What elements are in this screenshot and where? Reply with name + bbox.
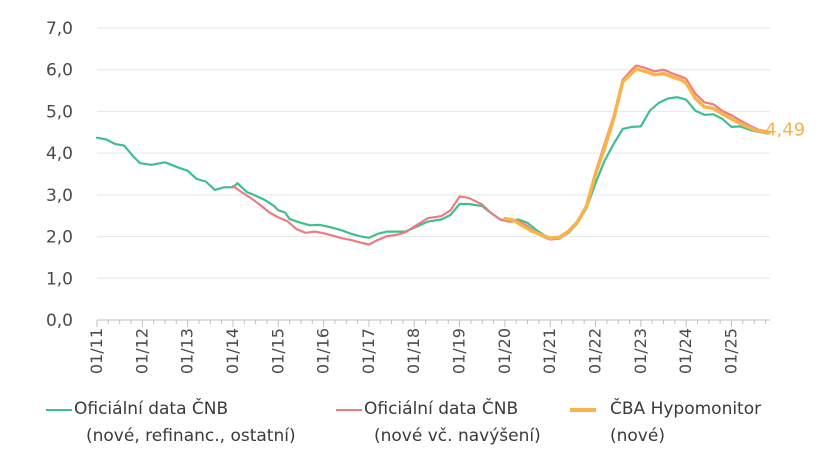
x-tick-label: 01/25 [721,328,740,374]
x-tick-label: 01/18 [404,328,423,374]
y-tick-label: 3,0 [46,186,73,206]
series-line-2 [231,64,769,246]
x-tick-label: 01/16 [314,328,333,374]
y-axis-tick-labels: 0,0 1,0 2,0 3,0 4,0 5,0 6,0 7,0 [46,19,73,331]
y-tick-label: 7,0 [46,19,73,39]
x-tick-label: 01/23 [631,328,650,374]
x-tick-label: 01/12 [132,328,151,374]
x-tick-label: 01/19 [450,328,469,374]
line-chart: 0,0 1,0 2,0 3,0 4,0 5,0 6,0 7,0 01/11 01/12 01/13… [46,19,805,374]
y-tick-label: 2,0 [46,228,73,248]
end-value-label: 4,49 [765,120,805,141]
series-lines [95,64,771,246]
series-line-3 [503,67,771,240]
series-line-1 [95,96,769,240]
legend-swatch-green [46,409,72,411]
x-axis-ticks: 01/11 01/12 01/13 01/14 01/15 01/16 01/17 01/18… [87,320,766,374]
legend-swatch-pink [336,409,362,411]
legend-label-line2: (nové, refinanc., ostatní) [86,426,296,446]
x-tick-label: 01/11 [87,328,106,374]
gridlines [97,27,770,279]
x-tick-label: 01/22 [586,328,605,374]
legend-label-line2: (nové) [610,426,665,446]
x-tick-label: 01/21 [540,328,559,374]
legend-label-line1: Oficiální data ČNB [364,399,519,419]
y-tick-label: 4,0 [46,144,73,164]
y-tick-label: 6,0 [46,61,73,81]
legend-label-line1: ČBA Hypomonitor [610,399,762,419]
x-tick-label: 01/17 [359,328,378,374]
legend: Oficiální data ČNB (nové, refinanc., ost… [0,396,840,456]
y-tick-label: 0,0 [46,311,73,331]
x-tick-label: 01/14 [223,328,242,374]
legend-label-line2: (nové vč. navýšení) [374,426,541,446]
x-tick-label: 01/20 [495,328,514,374]
x-tick-label: 01/24 [676,328,695,374]
x-tick-label: 01/13 [178,328,197,374]
legend-label-line1: Oficiální data ČNB [74,399,229,419]
y-tick-label: 1,0 [46,269,73,289]
y-tick-label: 5,0 [46,102,73,122]
legend-swatch-orange [570,408,596,412]
x-tick-label: 01/15 [268,328,287,374]
